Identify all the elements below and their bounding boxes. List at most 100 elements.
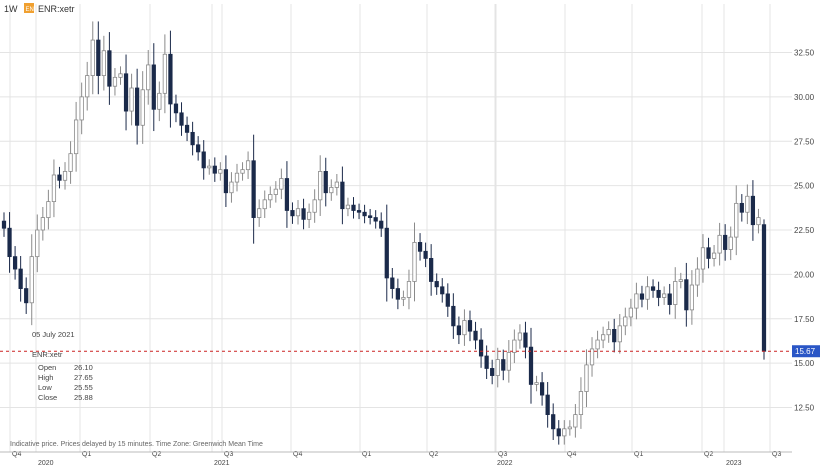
info-close-label: Close	[38, 393, 57, 402]
candle-body	[329, 186, 334, 194]
candle-body	[678, 279, 683, 282]
candle-body	[268, 194, 273, 201]
candle-body	[467, 320, 473, 332]
candle-body	[401, 297, 406, 300]
y-tick-label: 12.50	[794, 404, 815, 413]
candle-body	[7, 227, 12, 258]
candle-body	[612, 328, 617, 343]
info-date: 05 July 2021	[32, 330, 75, 339]
info-open-label: Open	[38, 363, 56, 372]
candle-body	[101, 50, 106, 76]
x-tick-label: 2020	[38, 460, 54, 467]
candle-body	[689, 284, 695, 311]
y-tick-label: 30.00	[794, 93, 815, 102]
candle-body	[534, 382, 539, 385]
x-tick-label: Q1	[82, 451, 91, 458]
y-tick-label: 25.00	[794, 182, 815, 191]
candle-body	[490, 368, 495, 376]
candle-body	[212, 165, 217, 174]
candle-body	[251, 160, 256, 218]
candle-body	[68, 153, 73, 172]
candle-body	[556, 428, 561, 437]
y-tick-label: 27.50	[794, 137, 815, 146]
candle-body	[223, 169, 229, 194]
candle-body	[135, 87, 140, 126]
candle-body	[196, 144, 201, 153]
candle-body	[528, 346, 534, 385]
x-tick-label: Q4	[293, 451, 302, 458]
candle-body	[617, 325, 622, 343]
candle-body	[323, 171, 328, 194]
candle-body	[412, 242, 417, 282]
candle-body	[207, 165, 212, 169]
info-close-value: 25.88	[74, 393, 93, 402]
candle-body	[368, 215, 373, 218]
candle-body	[351, 204, 356, 211]
info-low-value: 25.55	[74, 383, 93, 392]
candle-body	[24, 288, 29, 304]
candle-body	[123, 73, 129, 112]
candle-body	[584, 364, 589, 392]
candle-body	[290, 210, 295, 217]
candle-body	[761, 224, 767, 352]
footer-note: Indicative price. Prices delayed by 15 m…	[10, 441, 263, 448]
candle-body	[257, 208, 262, 218]
candle-body	[157, 92, 162, 110]
candle-body	[445, 293, 450, 307]
candle-body	[728, 236, 733, 250]
y-tick-label: 22.50	[794, 226, 815, 235]
candle-body	[318, 171, 323, 201]
candle-body	[295, 208, 301, 217]
candle-body	[240, 169, 245, 174]
candle-body	[606, 328, 611, 336]
candle-body	[578, 391, 584, 415]
candle-body	[90, 39, 95, 76]
candle-body	[151, 64, 156, 110]
candle-body	[595, 339, 600, 350]
candle-body	[562, 428, 567, 437]
candle-body	[406, 281, 412, 298]
candle-body	[756, 217, 761, 226]
candle-body	[451, 305, 456, 327]
candle-body	[495, 359, 500, 376]
candle-body	[384, 227, 389, 279]
x-tick-label: Q4	[12, 451, 21, 458]
candle-body	[85, 75, 90, 98]
candle-body	[162, 53, 167, 94]
candle-body	[567, 426, 572, 430]
info-open-value: 26.10	[74, 363, 93, 372]
candle-body	[345, 204, 351, 210]
x-tick-label: Q2	[152, 451, 161, 458]
candle-body	[201, 151, 206, 169]
candle-body	[334, 181, 339, 188]
candle-body	[73, 119, 79, 155]
x-tick-label: 2022	[497, 460, 513, 467]
candle-body	[639, 293, 645, 300]
candle-body	[245, 160, 251, 171]
candle-body	[96, 39, 101, 76]
candle-body	[390, 277, 395, 289]
candle-body	[356, 210, 362, 213]
current-price-tag	[792, 345, 820, 358]
candle-body	[379, 220, 384, 229]
interval-label[interactable]: 1W	[4, 4, 18, 14]
candle-body	[717, 234, 722, 254]
candle-body	[623, 316, 628, 327]
candle-body	[734, 202, 739, 238]
candle-body	[301, 208, 306, 220]
candle-body	[539, 382, 545, 396]
candle-body	[711, 252, 717, 259]
candle-body	[706, 247, 711, 259]
symbol-label[interactable]: ENR:xetr	[38, 4, 75, 14]
candle-body	[234, 172, 240, 183]
candle-body	[179, 112, 184, 126]
grid-lines	[0, 4, 792, 452]
candle-body	[473, 330, 478, 341]
candle-body	[434, 281, 439, 288]
current-price-label: 15.67	[795, 347, 816, 356]
x-axis: Q4 2020 Q1 Q2 2021 Q3 Q4 Q1 Q2 2022 Q3 Q4 Q1 Q2 2023 Q3	[0, 451, 792, 467]
ohlc-info-box: 05 July 2021 ENR:xetr Open 26.10 High 27…	[32, 330, 93, 402]
candle-body	[662, 293, 667, 298]
candle-body	[700, 247, 706, 270]
